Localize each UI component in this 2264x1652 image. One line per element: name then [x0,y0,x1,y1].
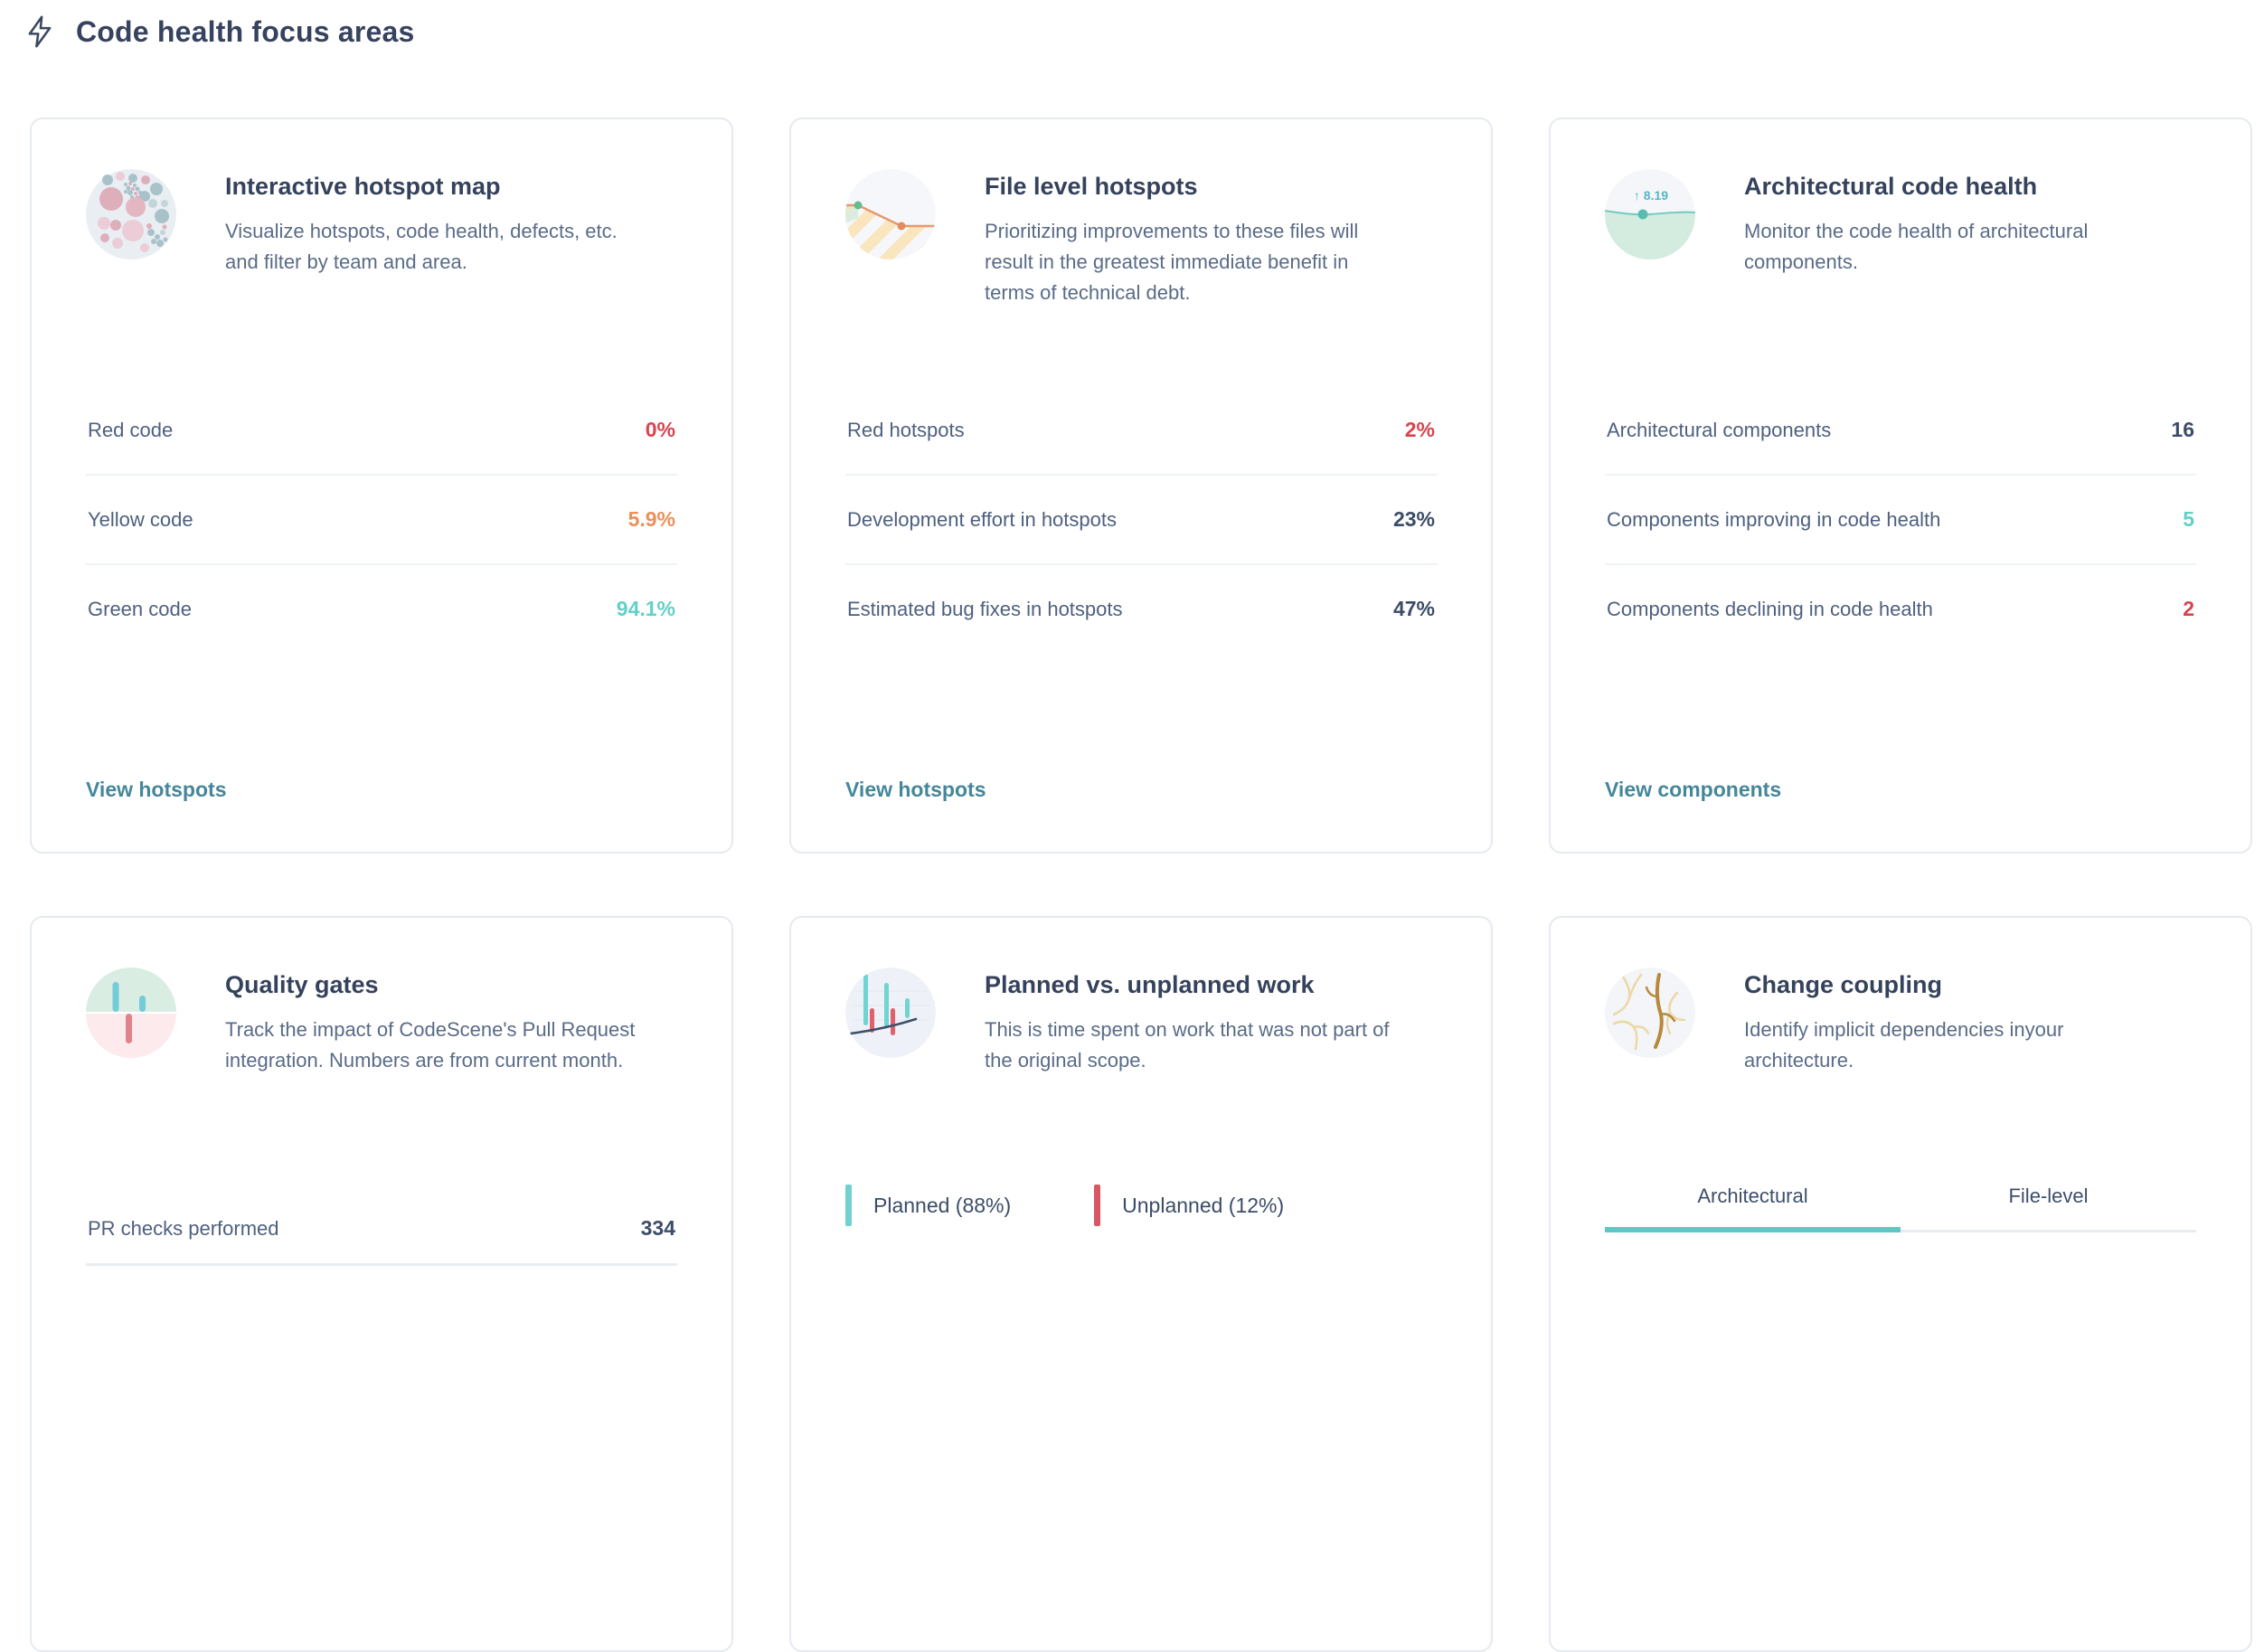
stat-row-red-hotspots: Red hotspots 2% [845,386,1437,474]
card-header: Quality gates Track the impact of CodeSc… [86,968,677,1185]
card-text: File level hotspots Prioritizing improve… [985,169,1396,386]
stat-value: 16 [2171,418,2194,441]
focus-areas-grid: Interactive hotspot map Visualize hotspo… [30,118,2264,1652]
stat-label: Architectural components [1607,418,1832,441]
planned-unplanned-legend: Planned (88%) Unplanned (12%) [845,1185,1437,1226]
stat-row-improving: Components improving in code health 5 [1605,474,2196,563]
quality-gates-icon [86,968,176,1058]
stat-label: Yellow code [88,507,193,531]
card-file-level-hotspots: File level hotspots Prioritizing improve… [789,118,1493,854]
unplanned-color-bar [1094,1185,1101,1226]
card-title: File level hotspots [985,173,1198,200]
stat-row-yellow-code: Yellow code 5.9% [86,474,677,563]
card-quality-gates: Quality gates Track the impact of CodeSc… [30,916,733,1652]
planned-unplanned-bars-icon [845,968,936,1058]
lightning-bolt-icon [24,13,56,51]
stat-value: 5 [2183,507,2194,531]
card-header: Planned vs. unplanned work This is time … [845,968,1437,1185]
stats-list: PR checks performed 334 [86,1185,677,1266]
stat-row-bug-fixes: Estimated bug fixes in hotspots 47% [845,563,1437,653]
card-interactive-hotspot-map: Interactive hotspot map Visualize hotspo… [30,118,733,854]
legend-label: Unplanned (12%) [1122,1193,1285,1217]
stat-value: 2 [2183,597,2194,620]
legend-label: Planned (88%) [873,1193,1012,1217]
stat-label: Components improving in code health [1607,507,1941,531]
card-text: Change coupling Identify implicit depend… [1744,968,2156,1185]
planned-color-bar [845,1185,852,1226]
card-description: Monitor the code health of architectural… [1744,220,2089,273]
stat-value: 23% [1392,507,1435,531]
stat-value: 2% [1404,418,1435,441]
card-text: Interactive hotspot map Visualize hotspo… [225,169,637,386]
card-description: This is time spent on work that was not … [985,1018,1390,1071]
card-description: Prioritizing improvements to these files… [985,220,1359,304]
legend-item-unplanned: Unplanned (12%) [1094,1185,1284,1226]
hotspot-trend-icon [845,169,936,260]
card-title: Change coupling [1744,971,1942,998]
stat-value: 47% [1392,597,1435,620]
stat-row-dev-effort: Development effort in hotspots 23% [845,474,1437,563]
svg-text:↑ 8.19: ↑ 8.19 [1634,188,1668,203]
card-text: Architectural code health Monitor the co… [1744,169,2156,386]
stat-value: 5.9% [627,507,675,531]
card-text: Planned vs. unplanned work This is time … [985,968,1396,1185]
page-title: Code health focus areas [76,14,415,48]
change-coupling-branches-icon [1605,968,1695,1058]
stat-row-green-code: Green code 94.1% [86,563,677,653]
card-header: Change coupling Identify implicit depend… [1605,968,2196,1185]
card-title: Planned vs. unplanned work [985,971,1315,998]
card-planned-vs-unplanned: Planned vs. unplanned work This is time … [789,916,1493,1652]
stat-row-arch-components: Architectural components 16 [1605,386,2196,474]
view-hotspots-link[interactable]: View hotspots [845,778,986,801]
stat-label: Development effort in hotspots [847,507,1117,531]
stat-value: 94.1% [616,597,675,620]
tab-architectural[interactable]: Architectural [1605,1185,1901,1232]
stat-value: 0% [645,418,675,441]
stat-label: Components declining in code health [1607,597,1933,620]
hotspot-bubble-map-icon [86,169,176,260]
card-header: Interactive hotspot map Visualize hotspo… [86,169,677,386]
tab-file-level[interactable]: File-level [1901,1185,2196,1232]
stats-list: Red code 0% Yellow code 5.9% Green code … [86,386,677,653]
legend-item-planned: Planned (88%) [845,1185,1011,1226]
view-hotspots-link[interactable]: View hotspots [86,778,227,801]
stat-value: 334 [640,1216,675,1240]
stat-label: Green code [88,597,192,620]
card-description: Identify implicit dependencies inyour ar… [1744,1018,2064,1071]
card-title: Architectural code health [1744,173,2038,200]
card-change-coupling: Change coupling Identify implicit depend… [1549,916,2252,1652]
card-header: ↑ 8.19 Architectural code health Monitor… [1605,169,2196,386]
card-header: File level hotspots Prioritizing improve… [845,169,1437,386]
card-title: Interactive hotspot map [225,173,501,200]
view-components-link[interactable]: View components [1605,778,1782,801]
stat-label: PR checks performed [88,1216,279,1240]
stat-row-red-code: Red code 0% [86,386,677,474]
page-header: Code health focus areas [0,0,2264,51]
stat-label: Estimated bug fixes in hotspots [847,597,1123,620]
stat-row-declining: Components declining in code health 2 [1605,563,2196,653]
code-health-gauge-icon: ↑ 8.19 [1605,169,1695,260]
change-coupling-tabs: Architectural File-level [1605,1185,2196,1232]
stat-row-pr-checks: PR checks performed 334 [86,1185,677,1266]
stat-label: Red code [88,418,174,441]
card-text: Quality gates Track the impact of CodeSc… [225,968,637,1185]
card-description: Visualize hotspots, code health, defects… [225,220,618,273]
card-architectural-code-health: ↑ 8.19 Architectural code health Monitor… [1549,118,2252,854]
stats-list: Red hotspots 2% Development effort in ho… [845,386,1437,653]
stats-list: Architectural components 16 Components i… [1605,386,2196,653]
card-title: Quality gates [225,971,379,998]
stat-label: Red hotspots [847,418,965,441]
card-description: Track the impact of CodeScene's Pull Req… [225,1018,636,1071]
